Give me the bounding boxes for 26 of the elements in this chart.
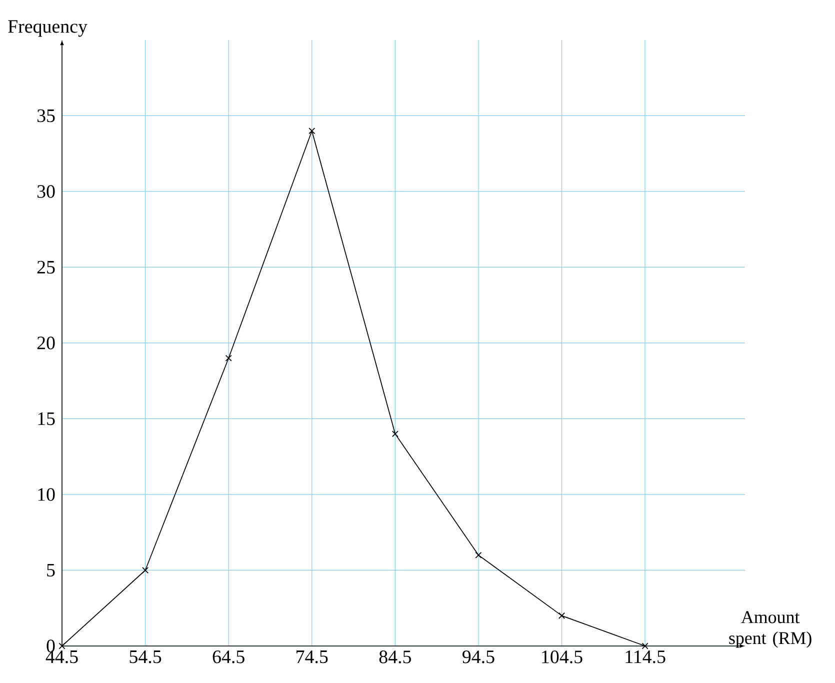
y-tick-label: 5 <box>47 564 55 577</box>
point <box>58 642 66 650</box>
point <box>558 612 566 619</box>
y-tick-label: 35 <box>37 109 55 122</box>
x-tick-label: 104.5 <box>542 650 582 664</box>
point <box>642 642 648 650</box>
y-tick-label: 10 <box>38 488 55 501</box>
x-tick-label: 54.5 <box>130 650 162 664</box>
x-tick-label: 64.5 <box>212 650 244 664</box>
y-axis-title: Frequency <box>8 20 88 37</box>
point <box>475 552 482 558</box>
point <box>392 430 398 438</box>
x-tick-label: 74.5 <box>296 650 328 664</box>
point <box>225 354 232 362</box>
point <box>142 566 149 574</box>
x-tick-label: 84.5 <box>379 650 411 664</box>
y-tick-label: 0 <box>46 640 55 652</box>
y-tick-label: 15 <box>38 412 55 426</box>
x-tick-label: 114.5 <box>626 650 666 664</box>
x-tick-label: 44.5 <box>46 650 78 664</box>
y-tick-label: 20 <box>37 336 55 350</box>
x-axis-title: Amount spent (RM) <box>729 611 812 648</box>
y-tick-label: 30 <box>37 185 55 198</box>
point <box>308 128 316 134</box>
x-tick-label: 94.5 <box>462 650 494 664</box>
y-tick-label: 25 <box>37 260 55 274</box>
